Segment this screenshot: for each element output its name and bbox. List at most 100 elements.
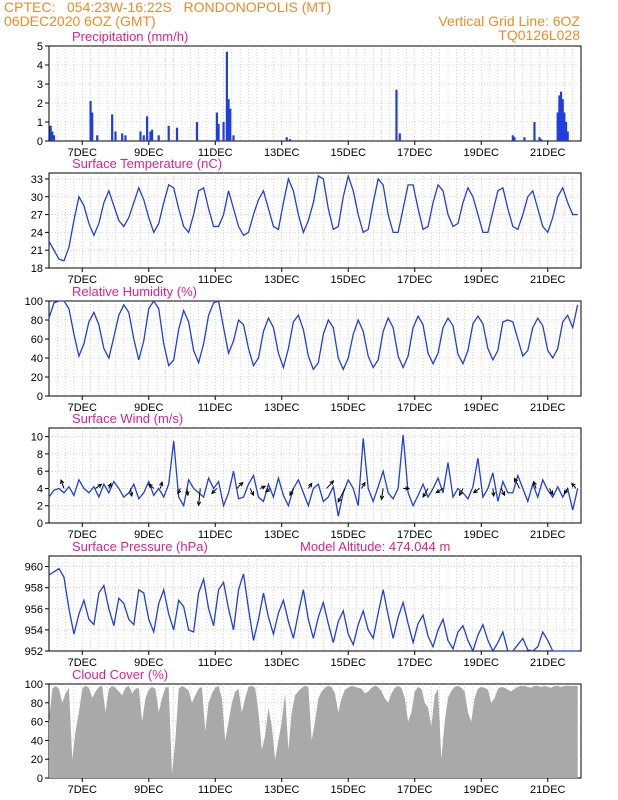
precip-bar xyxy=(111,114,114,141)
x-tick-label: 13DEC xyxy=(264,274,300,286)
panel-title: Surface Pressure (hPa) xyxy=(72,539,208,554)
wind-arrow-head xyxy=(308,482,313,488)
x-tick-label: 11DEC xyxy=(198,402,233,414)
series-line xyxy=(48,173,578,262)
y-tick-label: 33 xyxy=(31,174,43,186)
header-line2-right: Vertical Grid Line: 6OZ xyxy=(438,13,580,29)
x-tick-label: 21DEC xyxy=(530,402,566,414)
wind-arrow-head xyxy=(361,481,366,487)
precip-bar xyxy=(232,135,235,141)
x-tick-label: 13DEC xyxy=(264,529,300,541)
x-tick-label: 13DEC xyxy=(264,402,300,414)
precip-bar xyxy=(89,101,92,141)
precip-bar xyxy=(561,99,564,141)
x-tick-label: 7DEC xyxy=(68,402,97,414)
x-tick-label: 7DEC xyxy=(68,529,97,541)
x-tick-label: 13DEC xyxy=(264,784,300,796)
y-tick-label: 2 xyxy=(37,501,43,513)
series-line xyxy=(48,299,579,372)
precip-bar xyxy=(538,137,541,141)
x-tick-label: 17DEC xyxy=(397,274,433,286)
precip-bar xyxy=(215,112,219,141)
x-tick-label: 9DEC xyxy=(134,274,163,286)
x-tick-label: 15DEC xyxy=(331,529,367,541)
wind-arrow xyxy=(249,488,254,496)
x-tick-label: 19DEC xyxy=(464,529,500,541)
x-tick-label: 19DEC xyxy=(464,784,500,796)
precip-bar xyxy=(52,135,56,141)
wind-arrow-head xyxy=(571,482,576,488)
x-tick-label: 9DEC xyxy=(134,402,163,414)
wind-arrow-head xyxy=(337,497,342,503)
precip-bar xyxy=(225,51,228,142)
wind-arrow-head xyxy=(422,492,427,498)
y-tick-label: 24 xyxy=(31,227,43,239)
wind-arrow-head xyxy=(147,483,153,489)
x-tick-label: 17DEC xyxy=(397,402,433,414)
y-tick-label: 100 xyxy=(25,679,43,691)
wind-arrow-head xyxy=(250,491,255,497)
x-tick-label: 17DEC xyxy=(397,784,433,796)
precip-bar xyxy=(229,108,232,141)
y-tick-label: 956 xyxy=(25,604,43,616)
wind-arrow-head xyxy=(265,487,270,493)
y-tick-label: 1 xyxy=(37,117,43,129)
x-tick-label: 15DEC xyxy=(331,147,367,159)
wind-arrow-head xyxy=(472,488,478,494)
x-tick-label: 19DEC xyxy=(464,274,500,286)
wind-arrow-head xyxy=(459,491,464,497)
precip-bar xyxy=(91,112,94,141)
y-tick-label: 4 xyxy=(37,60,43,72)
x-tick-label: 17DEC xyxy=(397,529,433,541)
y-tick-label: 30 xyxy=(31,192,43,204)
precip-bar xyxy=(195,122,199,141)
panel-4 xyxy=(45,427,582,527)
x-tick-label: 17DEC xyxy=(397,147,433,159)
precip-bar xyxy=(124,135,127,141)
y-tick-label: 40 xyxy=(31,735,43,747)
precip-bar xyxy=(227,99,230,141)
wind-arrow xyxy=(129,488,133,497)
wind-arrow xyxy=(198,488,201,506)
x-tick-label: 11DEC xyxy=(198,529,233,541)
precip-bar xyxy=(513,137,516,141)
wind-arrow xyxy=(236,482,244,489)
panel-1 xyxy=(45,45,582,145)
wind-arrow-head xyxy=(107,482,112,488)
precip-bar xyxy=(559,91,563,141)
wind-arrow xyxy=(380,488,384,500)
precip-bar xyxy=(150,129,154,141)
wind-arrow xyxy=(514,478,520,489)
x-tick-label: 13DEC xyxy=(264,657,300,669)
panel-title: Relative Humidity (%) xyxy=(72,284,197,299)
precip-bar xyxy=(51,131,54,141)
precip-bar xyxy=(139,131,142,141)
x-tick-label: 9DEC xyxy=(134,784,163,796)
y-tick-label: 60 xyxy=(31,334,43,346)
precip-bar xyxy=(217,123,220,141)
panel-title: Surface Wind (m/s) xyxy=(72,411,183,426)
panel-frame xyxy=(48,172,582,269)
x-tick-label: 17DEC xyxy=(397,657,433,669)
y-tick-label: 0 xyxy=(37,136,43,148)
y-tick-label: 100 xyxy=(25,296,43,308)
panel-frame xyxy=(48,45,582,142)
wind-arrow-head xyxy=(329,480,335,485)
precip-bar xyxy=(533,122,536,141)
panel-2 xyxy=(45,172,582,272)
y-tick-label: 27 xyxy=(31,210,43,222)
precip-bar xyxy=(563,112,566,141)
header-line2-left: 06DEC2020 6OZ (GMT) xyxy=(4,13,156,29)
x-tick-label: 19DEC xyxy=(464,402,500,414)
wind-arrow-head xyxy=(261,485,267,490)
precip-bar xyxy=(142,135,145,141)
panel-6 xyxy=(45,683,582,782)
precip-bar xyxy=(564,122,568,141)
wind-arrow xyxy=(459,488,464,496)
precip-bar xyxy=(175,127,179,141)
y-tick-label: 0 xyxy=(37,518,43,530)
x-tick-label: 7DEC xyxy=(68,784,97,796)
wind-arrow xyxy=(289,488,294,496)
x-tick-label: 21DEC xyxy=(530,529,566,541)
